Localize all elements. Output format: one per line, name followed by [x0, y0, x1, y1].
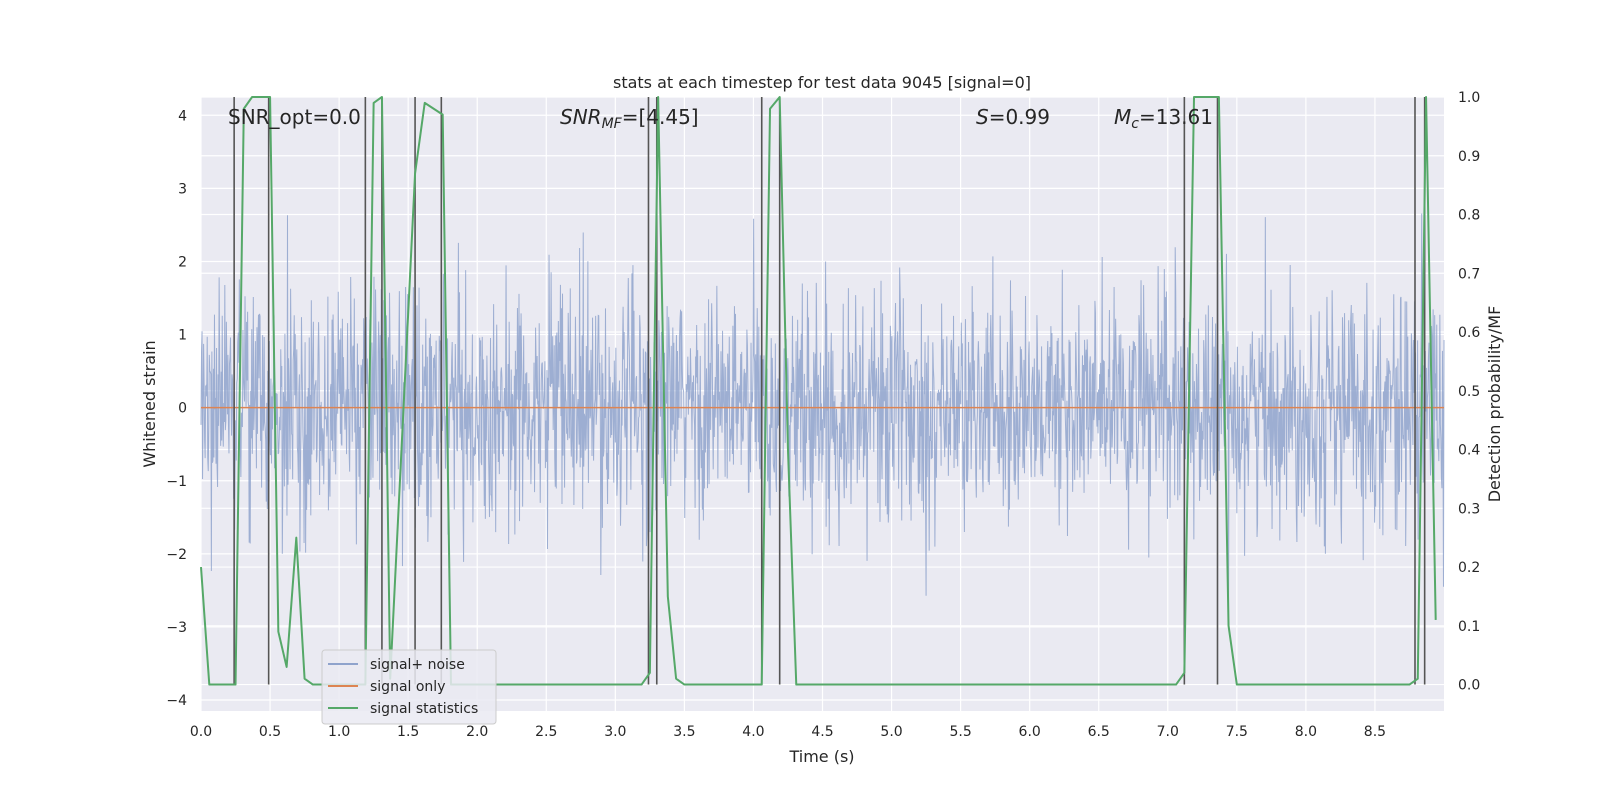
- annotation-snr-mf-value: =[4.45]: [622, 105, 699, 129]
- y-tick-label-left-3: 1: [178, 328, 187, 344]
- legend-frame: [321, 649, 497, 725]
- x-tick-label-13: 6.5: [1088, 724, 1110, 740]
- x-tick-label-8: 4.0: [742, 724, 764, 740]
- annotation-s: S=0.99: [976, 105, 1050, 129]
- x-tick-label-9: 4.5: [811, 724, 833, 740]
- y-tick-label-right-1: 0.9: [1458, 149, 1480, 165]
- y-tick-label-right-5: 0.5: [1458, 384, 1480, 400]
- noise-series: [200, 213, 1445, 617]
- chart-title: stats at each timestep for test data 904…: [613, 73, 1031, 92]
- signal-statistics-line: [200, 96, 1437, 686]
- y-tick-label-right-10: 0.0: [1458, 678, 1480, 694]
- legend-label-signal-statistics: signal statistics: [370, 701, 478, 717]
- y-tick-label-right-2: 0.8: [1458, 208, 1480, 224]
- y-tick-label-left-5: −1: [166, 474, 187, 490]
- x-axis-label: Time (s): [788, 747, 854, 766]
- x-tick-label-12: 6.0: [1019, 724, 1041, 740]
- y-tick-label-right-3: 0.7: [1458, 266, 1480, 282]
- x-tick-label-3: 1.5: [397, 724, 419, 740]
- x-tick-label-6: 3.0: [604, 724, 626, 740]
- x-tick-label-7: 3.5: [673, 724, 695, 740]
- y-tick-label-left-1: 3: [178, 181, 187, 197]
- y-tick-label-right-4: 0.6: [1458, 325, 1480, 341]
- annotation-s-label: S: [976, 105, 989, 129]
- vertical-markers: [233, 97, 1426, 685]
- x-tick-label-5: 2.5: [535, 724, 557, 740]
- annotation-mc: Mc=13.61: [1114, 105, 1213, 132]
- x-tick-label-17: 8.5: [1364, 724, 1386, 740]
- tick-labels: 0.0 0.5 1.0 1.5 2.0 2.5 3.0 3.5 4.0 4.5 5.0 5.5 6.0 6…: [166, 90, 1480, 740]
- y-tick-label-right-6: 0.4: [1458, 443, 1480, 459]
- annotation-mc-value: =13.61: [1139, 105, 1213, 129]
- x-tick-label-14: 7.0: [1157, 724, 1179, 740]
- signal-statistics-series: [200, 96, 1437, 686]
- y-axis-label-left: Whitened strain: [140, 340, 159, 467]
- annotation-snr-opt: SNR_opt=0.0: [228, 105, 361, 129]
- y-tick-label-left-7: −3: [166, 620, 187, 636]
- y-tick-label-left-2: 2: [178, 254, 187, 270]
- annotation-snr-mf: SNRMF=[4.45]: [560, 105, 699, 132]
- annotation-snr-mf-sub: MF: [602, 116, 623, 132]
- signal-noise-line: [200, 213, 1445, 617]
- legend-label-signal-only: signal only: [370, 679, 445, 695]
- y-axis-label-right: Detection probability/MF: [1485, 306, 1504, 503]
- annotation-mc-sub: c: [1131, 116, 1139, 132]
- y-tick-label-right-9: 0.1: [1458, 619, 1480, 635]
- y-tick-label-left-0: 4: [178, 108, 187, 124]
- y-tick-label-right-8: 0.2: [1458, 560, 1480, 576]
- annotation-s-value: =0.99: [989, 105, 1050, 129]
- y-tick-label-left-8: −4: [166, 693, 187, 709]
- x-tick-label-16: 8.0: [1295, 724, 1317, 740]
- x-tick-label-2: 1.0: [328, 724, 350, 740]
- x-tick-label-10: 5.0: [880, 724, 902, 740]
- x-tick-label-0: 0.0: [190, 724, 212, 740]
- annotations: SNR_opt=0.0 SNRMF=[4.45] S=0.99 Mc=13.61: [228, 105, 1213, 132]
- legend: signal+ noise signal only signal statist…: [321, 649, 497, 725]
- y-tick-label-left-4: 0: [178, 401, 187, 417]
- y-tick-label-right-7: 0.3: [1458, 501, 1480, 517]
- y-tick-label-left-6: −2: [166, 547, 187, 563]
- annotation-mc-label: M: [1114, 105, 1131, 129]
- legend-label-signal-noise: signal+ noise: [370, 657, 465, 673]
- y-tick-label-right-0: 1.0: [1458, 90, 1480, 106]
- x-tick-label-4: 2.0: [466, 724, 488, 740]
- annotation-snr-mf-label: SNR: [560, 105, 602, 129]
- x-tick-label-1: 0.5: [259, 724, 281, 740]
- x-tick-label-11: 5.5: [949, 724, 971, 740]
- x-tick-label-15: 7.5: [1226, 724, 1248, 740]
